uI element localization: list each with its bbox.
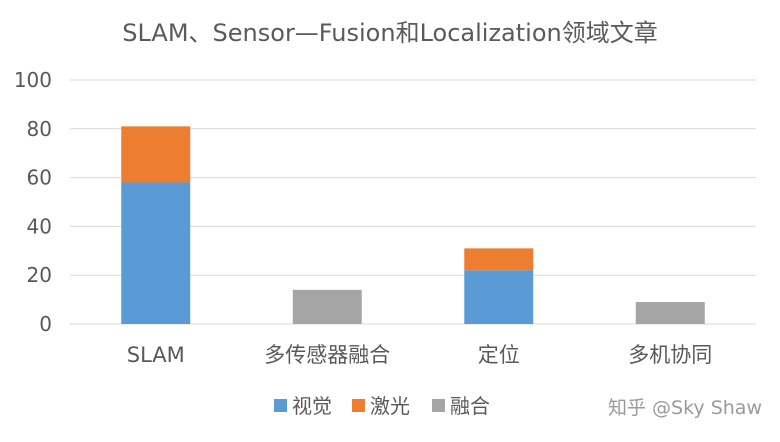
x-category-label: 定位 — [478, 343, 520, 367]
y-tick-label: 60 — [27, 166, 52, 190]
bar-segment — [121, 182, 191, 324]
legend-swatch — [274, 399, 287, 412]
legend-swatch — [352, 399, 365, 412]
watermark-text: 知乎 @Sky Shaw — [608, 397, 762, 419]
y-axis-ticks: 0 20 40 60 80 100 — [14, 68, 52, 336]
legend-label: 视觉 — [292, 394, 332, 418]
bar-segment — [635, 302, 705, 324]
bar-segment — [464, 270, 534, 324]
legend: 视觉 激光 融合 — [274, 394, 490, 418]
x-category-label: 多传感器融合 — [264, 343, 390, 367]
legend-swatch — [432, 399, 445, 412]
x-category-label: SLAM — [127, 343, 185, 367]
x-category-label: 多机协同 — [628, 343, 712, 367]
y-tick-label: 40 — [27, 214, 52, 238]
bar-segment — [464, 248, 534, 271]
y-tick-label: 100 — [14, 68, 52, 92]
legend-label: 融合 — [450, 394, 490, 418]
bar-segment — [292, 289, 362, 324]
bars — [121, 126, 705, 324]
bar-segment — [121, 126, 191, 183]
y-tick-label: 20 — [27, 263, 52, 287]
y-tick-label: 80 — [27, 117, 52, 141]
chart-title: SLAM、Sensor—Fusion和Localization领域文章 — [122, 19, 657, 47]
y-tick-label: 0 — [39, 312, 52, 336]
x-axis-categories: SLAM 多传感器融合 定位 多机协同 — [127, 343, 713, 367]
legend-label: 激光 — [370, 394, 410, 418]
